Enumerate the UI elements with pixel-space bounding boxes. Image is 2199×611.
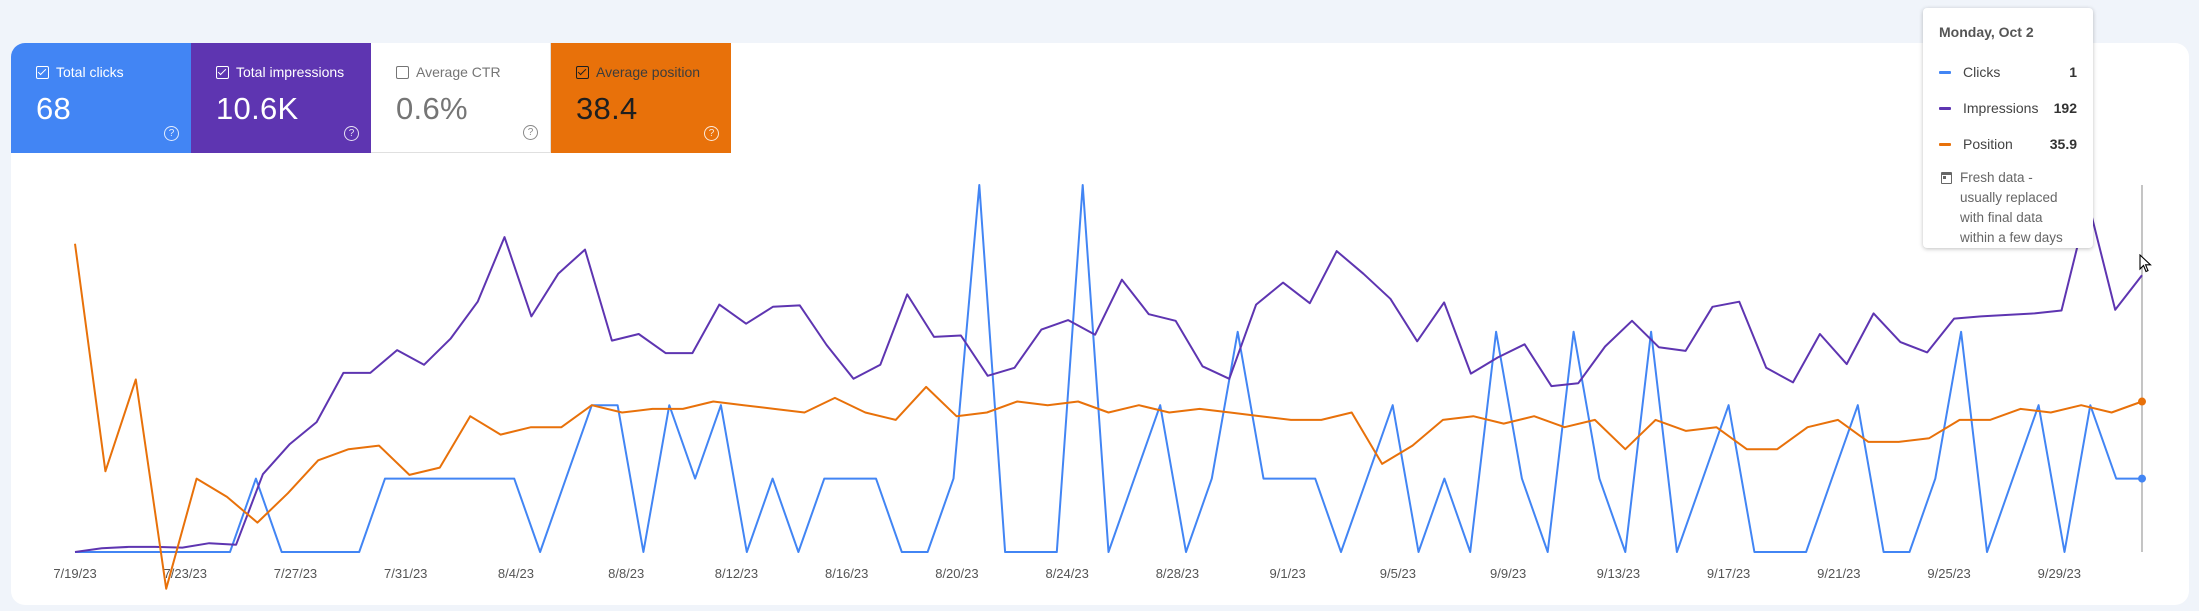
clicks-legend-dash	[1939, 70, 1951, 74]
average-ctr-label: Average CTR	[416, 64, 501, 80]
x-tick-label: 8/20/23	[935, 566, 978, 581]
x-tick-label: 8/8/23	[608, 566, 644, 581]
x-tick-label: 7/27/23	[274, 566, 317, 581]
total-clicks-label: Total clicks	[56, 64, 124, 80]
x-tick-label: 8/28/23	[1156, 566, 1199, 581]
checkbox-checked-icon[interactable]	[36, 65, 49, 79]
tooltip-row-impressions: Impressions 192	[1939, 90, 2077, 126]
total-impressions-label: Total impressions	[236, 64, 345, 80]
tooltip-row-value: 35.9	[2049, 136, 2077, 152]
x-tick-label: 8/12/23	[715, 566, 758, 581]
average-ctr-header: Average CTR	[396, 64, 550, 80]
chart-tooltip: Monday, Oct 2 Clicks 1 Impressions 192 P…	[1923, 8, 2093, 248]
total-impressions-header: Total impressions	[216, 64, 371, 80]
help-icon[interactable]: ?	[344, 126, 359, 141]
tooltip-row-clicks: Clicks 1	[1939, 54, 2077, 90]
tooltip-row-position: Position 35.9	[1939, 126, 2077, 162]
tooltip-row-value: 192	[2053, 100, 2077, 116]
help-icon[interactable]: ?	[164, 126, 179, 141]
average-ctr-value: 0.6%	[396, 91, 468, 126]
x-tick-label: 8/4/23	[498, 566, 534, 581]
x-tick-label: 7/19/23	[53, 566, 96, 581]
x-tick-label: 9/25/23	[1927, 566, 1970, 581]
total-impressions-value: 10.6K	[216, 91, 299, 126]
average-position-card[interactable]: Average position 38.4 ?	[551, 43, 731, 153]
tooltip-row-label: Impressions	[1963, 100, 2039, 116]
tooltip-row-label: Clicks	[1963, 64, 2001, 80]
average-position-value: 38.4	[576, 91, 638, 126]
series-line-impressions	[74, 201, 2143, 553]
x-tick-label: 9/1/23	[1270, 566, 1306, 581]
x-tick-label: 9/9/23	[1490, 566, 1526, 581]
tooltip-date: Monday, Oct 2	[1939, 24, 2034, 40]
tooltip-row-value: 1	[2069, 64, 2077, 80]
total-impressions-card[interactable]: Total impressions 10.6K ?	[191, 43, 371, 153]
position-legend-dash	[1939, 142, 1951, 146]
average-ctr-card[interactable]: Average CTR 0.6% ?	[371, 43, 551, 153]
mouse-pointer-icon	[2139, 254, 2152, 273]
highlight-point-clicks	[2138, 474, 2146, 483]
x-tick-label: 9/21/23	[1817, 566, 1860, 581]
highlight-point-position	[2138, 397, 2146, 406]
x-tick-label: 8/24/23	[1045, 566, 1088, 581]
help-icon[interactable]: ?	[523, 125, 538, 140]
checkbox-checked-icon[interactable]	[216, 65, 229, 79]
x-tick-label: 9/13/23	[1597, 566, 1640, 581]
x-tick-label: 7/23/23	[164, 566, 207, 581]
fresh-data-text: Fresh data - usually replaced with final…	[1960, 170, 2063, 245]
calendar-icon	[1941, 172, 1952, 184]
x-tick-label: 8/16/23	[825, 566, 868, 581]
tooltip-row-label: Position	[1963, 136, 2013, 152]
series-line-clicks	[75, 184, 2142, 553]
help-icon[interactable]: ?	[704, 126, 719, 141]
impressions-legend-dash	[1939, 106, 1951, 110]
total-clicks-card[interactable]: Total clicks 68 ?	[11, 43, 191, 153]
total-clicks-header: Total clicks	[36, 64, 191, 80]
fresh-data-note: Fresh data - usually replaced with final…	[1939, 168, 2077, 248]
average-position-header: Average position	[576, 64, 731, 80]
checkbox-checked-icon[interactable]	[576, 65, 589, 79]
checkbox-unchecked-icon[interactable]	[396, 65, 409, 79]
series-line-position	[74, 243, 2143, 590]
x-tick-label: 9/17/23	[1707, 566, 1750, 581]
total-clicks-value: 68	[36, 91, 72, 126]
x-tick-label: 9/5/23	[1380, 566, 1416, 581]
average-position-label: Average position	[596, 64, 701, 80]
x-tick-label: 9/29/23	[2038, 566, 2081, 581]
x-tick-label: 7/31/23	[384, 566, 427, 581]
